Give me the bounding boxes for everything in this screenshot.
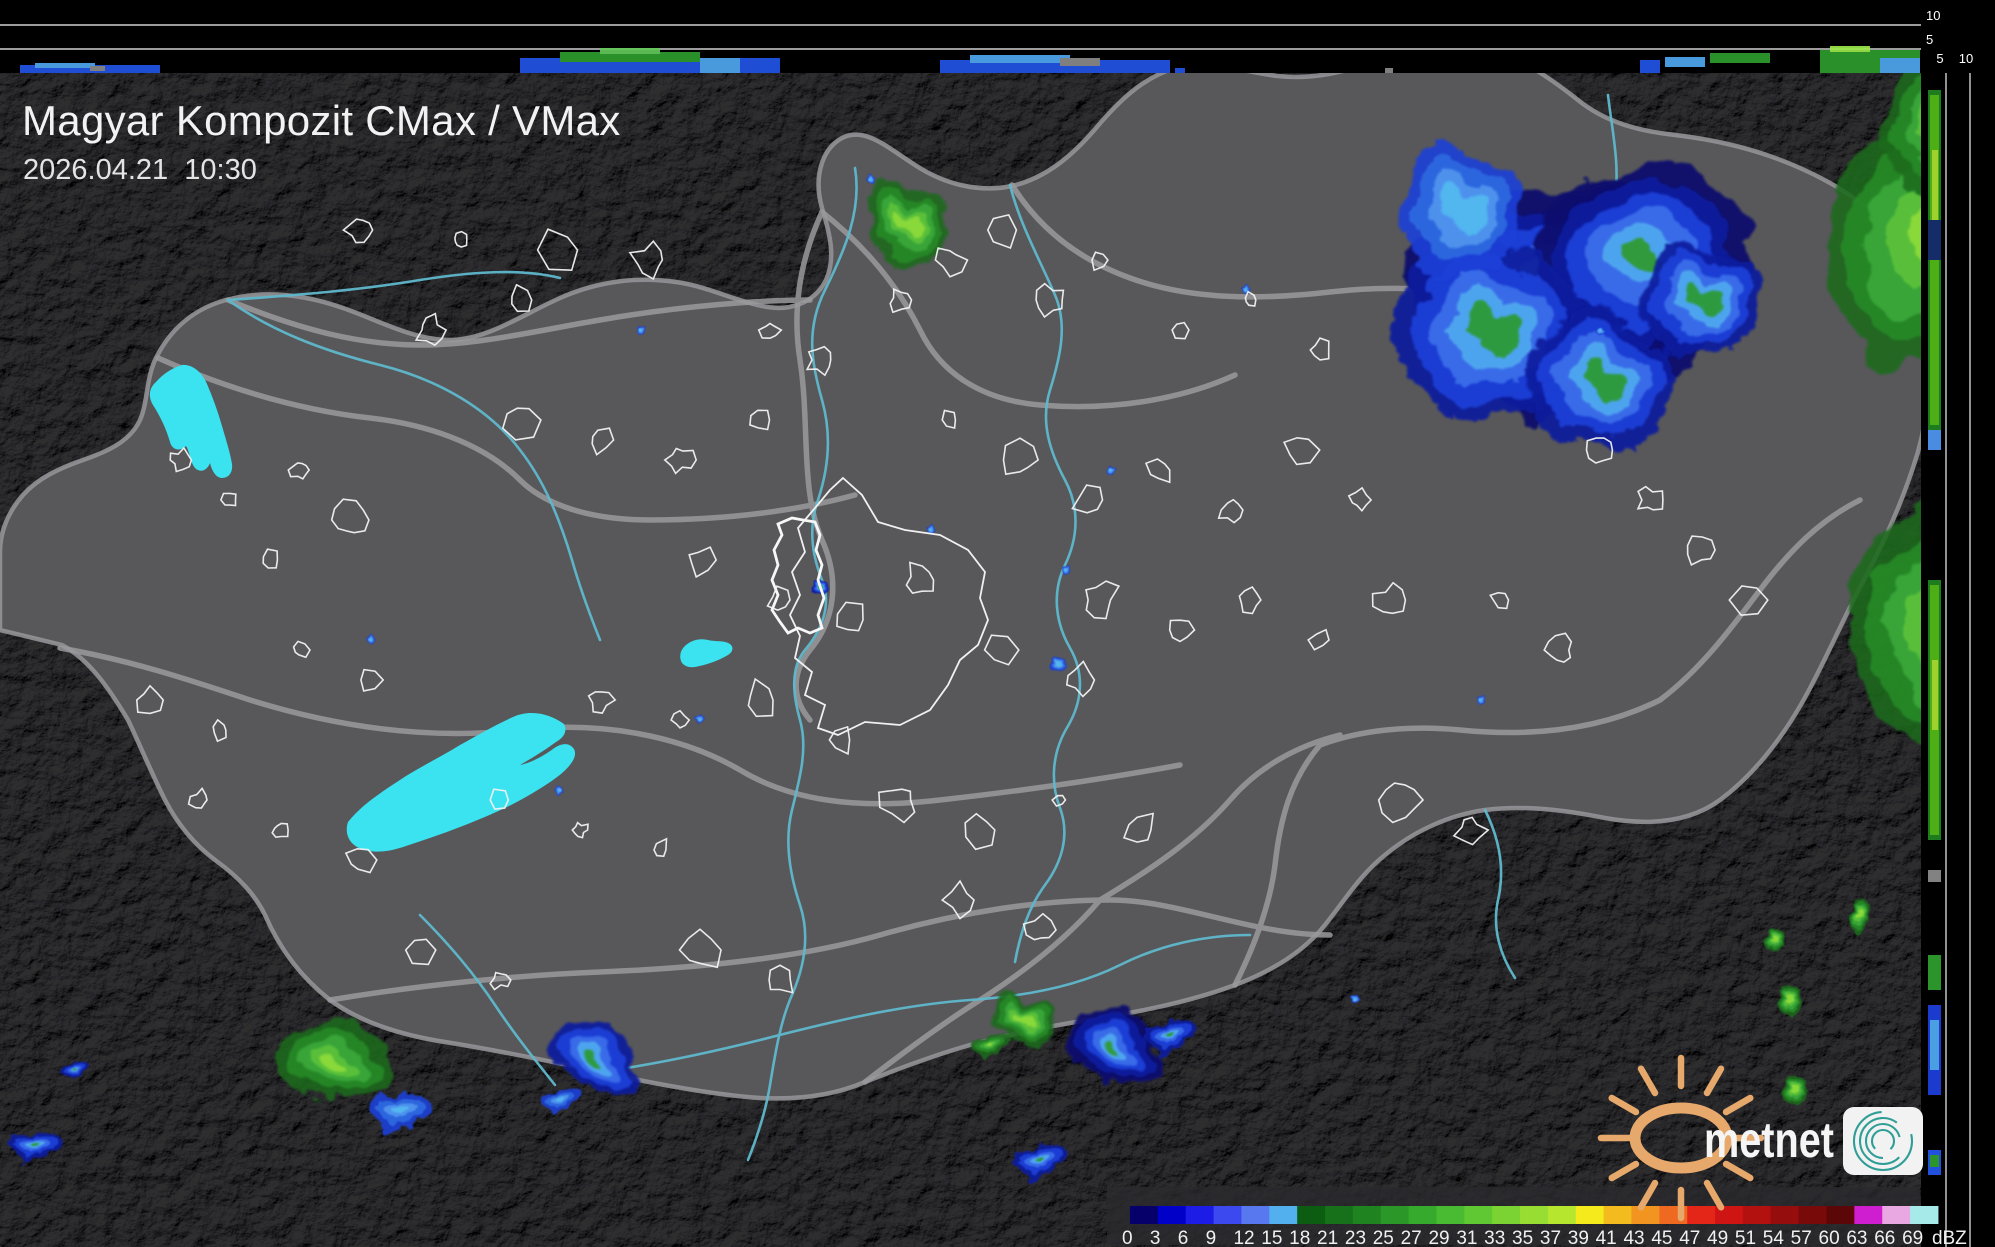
svg-text:metnet: metnet [1704, 1112, 1834, 1168]
